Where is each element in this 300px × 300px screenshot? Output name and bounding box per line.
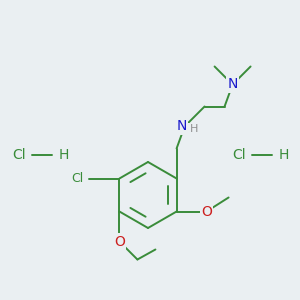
Text: Cl: Cl (232, 148, 246, 162)
Text: H: H (189, 124, 198, 134)
Text: O: O (114, 235, 125, 248)
Text: N: N (176, 119, 187, 134)
Text: O: O (201, 205, 212, 218)
Text: Cl: Cl (71, 172, 83, 185)
Text: H: H (59, 148, 69, 162)
Text: H: H (279, 148, 290, 162)
Text: N: N (227, 77, 238, 92)
Text: Cl: Cl (12, 148, 26, 162)
